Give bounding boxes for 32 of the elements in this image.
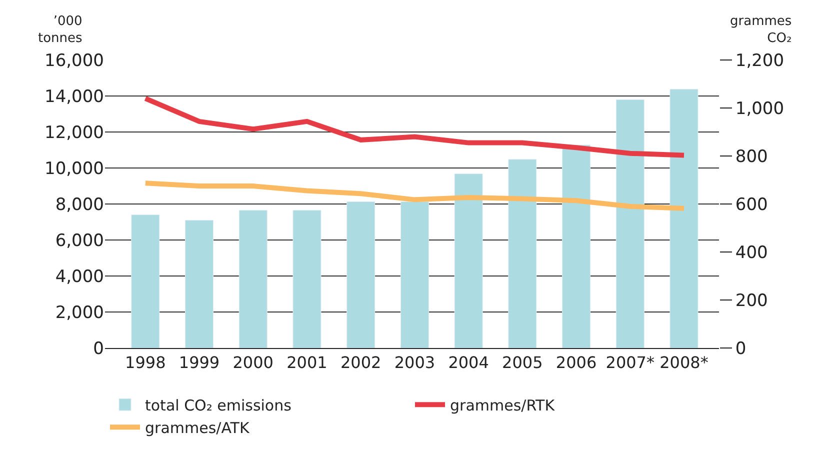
y-tick-label: 4,000 — [55, 266, 104, 287]
y-tick-label: 8,000 — [55, 194, 104, 215]
x-tick-label: 1999 — [178, 353, 220, 372]
y2-tick-label: 1,000 — [735, 98, 784, 119]
x-tick-label: 2002 — [340, 353, 382, 372]
y-tick-label: 12,000 — [44, 122, 104, 143]
x-tick-label: 2006 — [556, 353, 597, 372]
y-tick-label: 0 — [93, 338, 104, 359]
y2-tick-label: 1,200 — [735, 50, 784, 71]
legend-label: grammes/RTK — [450, 396, 556, 414]
x-tick-label: 1998 — [125, 353, 166, 372]
y2-tick-label: 200 — [735, 290, 768, 311]
y-axis-title: ’000 tonnes — [38, 14, 83, 46]
y2-axis-title: grammes CO₂ — [730, 14, 792, 46]
y-tick-label: 10,000 — [44, 158, 104, 179]
legend-label: grammes/ATK — [145, 418, 250, 437]
y-tick-label: 16,000 — [44, 50, 104, 71]
y2-tick-label: 600 — [735, 194, 768, 215]
y-tick-label: 6,000 — [55, 230, 104, 251]
x-tick-label: 2007* — [606, 353, 654, 372]
y-tick-label: 14,000 — [44, 86, 104, 107]
legend-label: total CO₂ emissions — [145, 396, 292, 414]
x-tick-label: 2004 — [448, 353, 489, 372]
x-tick-label: 2001 — [286, 353, 328, 372]
x-tick-label: 2008* — [660, 353, 708, 372]
y-tick-label: 2,000 — [55, 302, 104, 323]
x-tick-label: 2000 — [232, 353, 274, 372]
x-tick-label: 2005 — [502, 353, 543, 372]
y2-tick-label: 0 — [735, 338, 746, 359]
y2-tick-label: 800 — [735, 146, 768, 167]
y2-tick-label: 400 — [735, 242, 768, 263]
x-tick-label: 2003 — [394, 353, 436, 372]
